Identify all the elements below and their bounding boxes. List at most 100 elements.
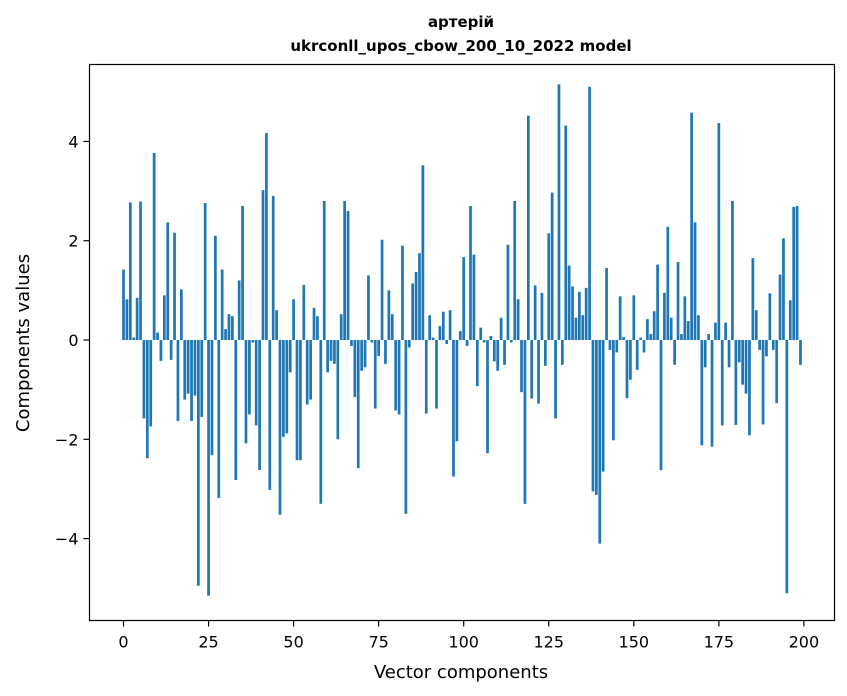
bar: [503, 340, 506, 365]
bar: [333, 340, 336, 364]
bar: [295, 340, 299, 461]
bar: [554, 340, 557, 419]
bar: [703, 340, 707, 368]
bar: [350, 340, 353, 346]
bar: [734, 340, 738, 425]
bar: [353, 340, 357, 398]
bar: [748, 340, 751, 436]
bar: [183, 340, 187, 400]
bar: [251, 340, 255, 343]
bar: [173, 232, 176, 341]
bar: [149, 340, 153, 427]
bar: [469, 205, 472, 341]
bar: [237, 280, 241, 341]
bar: [234, 340, 238, 481]
bar: [244, 340, 248, 444]
bar: [649, 334, 653, 341]
bar: [714, 322, 717, 341]
bar: [533, 285, 537, 341]
bar: [629, 340, 632, 380]
bar: [578, 291, 581, 341]
bar: [744, 340, 748, 394]
x-tick-label: 0: [118, 633, 128, 652]
bar: [564, 125, 568, 341]
bar: [302, 284, 306, 341]
bar: [707, 334, 710, 341]
bar: [778, 274, 782, 341]
plot-frame: [88, 63, 836, 622]
bar: [309, 340, 312, 400]
bar: [346, 210, 350, 341]
bar: [299, 340, 302, 461]
bar: [632, 295, 636, 341]
bar: [465, 340, 469, 346]
bar: [646, 319, 649, 341]
bar: [530, 340, 534, 399]
bar: [622, 337, 625, 341]
bar: [128, 202, 132, 341]
bar: [404, 340, 408, 514]
bar: [285, 340, 289, 434]
bar: [720, 340, 724, 426]
bar: [261, 190, 265, 341]
bar: [683, 296, 687, 341]
bar: [543, 340, 547, 366]
bar: [265, 133, 268, 341]
bar: [312, 307, 316, 341]
bar: [547, 233, 551, 341]
bar: [557, 84, 561, 341]
bars-group: [122, 84, 802, 596]
x-tick-label: 150: [619, 633, 650, 652]
bar: [659, 340, 663, 471]
bar: [142, 340, 146, 419]
y-tick-label: 2: [68, 232, 78, 251]
bar: [523, 340, 527, 504]
bar: [475, 340, 479, 387]
bar: [598, 340, 602, 544]
bar: [724, 322, 727, 341]
bar: [673, 340, 676, 365]
bar: [656, 264, 659, 341]
bar: [669, 317, 673, 341]
bar: [768, 293, 772, 341]
bar: [411, 283, 415, 341]
bar: [686, 321, 690, 341]
y-tick-label: −4: [55, 530, 79, 549]
x-tick-label: 75: [368, 633, 388, 652]
bar: [571, 286, 574, 341]
bar: [193, 340, 197, 396]
bar: [431, 337, 435, 341]
bar: [176, 340, 180, 421]
bar: [367, 275, 370, 341]
bar: [397, 340, 401, 415]
bar: [394, 340, 398, 411]
bar: [642, 340, 646, 353]
bar: [700, 340, 704, 446]
bar: [401, 245, 404, 341]
bar: [693, 222, 697, 341]
bar: [560, 340, 564, 365]
bar: [125, 299, 129, 341]
bar: [132, 337, 136, 341]
y-tick-label: −2: [55, 430, 79, 449]
bar: [612, 340, 615, 441]
bar: [608, 340, 612, 350]
bar: [152, 152, 156, 341]
bar: [509, 340, 513, 343]
bar: [690, 112, 693, 341]
bar: [758, 340, 762, 350]
bar: [282, 340, 285, 437]
y-tick-label: 0: [68, 331, 78, 350]
bar: [513, 201, 517, 341]
bar: [197, 340, 200, 586]
bar: [424, 340, 428, 414]
bar: [241, 205, 244, 341]
bar: [407, 340, 411, 348]
bar: [448, 310, 452, 341]
bar: [506, 244, 510, 341]
bar: [526, 115, 530, 341]
bar: [731, 201, 734, 341]
bar: [370, 340, 374, 343]
bar: [186, 340, 190, 394]
bar: [550, 192, 554, 341]
